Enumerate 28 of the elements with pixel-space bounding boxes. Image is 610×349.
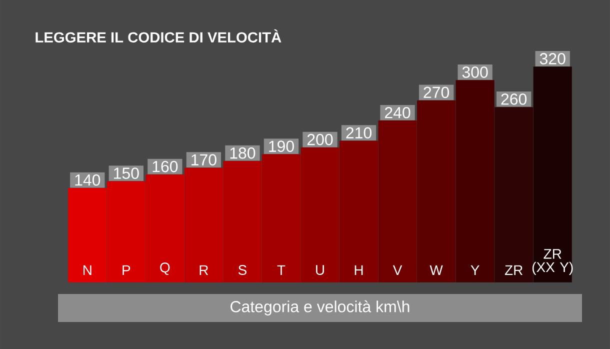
x-tick-label: H bbox=[354, 265, 363, 275]
chart-title: LEGGERE IL CODICE DI VELOCITÀ bbox=[36, 29, 282, 43]
x-tick-label: S bbox=[238, 265, 246, 275]
data-label: 200 bbox=[307, 134, 333, 146]
data-label: 270 bbox=[424, 86, 450, 98]
x-tick-label: W bbox=[430, 265, 443, 275]
data-label: 190 bbox=[269, 140, 294, 152]
data-label: 170 bbox=[192, 154, 216, 166]
data-label: 180 bbox=[230, 147, 256, 159]
x-tick-label: T bbox=[277, 265, 286, 275]
data-label: 260 bbox=[501, 93, 527, 105]
x-tick-label: Q bbox=[160, 262, 170, 275]
x-tick-label: V bbox=[392, 265, 402, 275]
x-tick-label: Y bbox=[470, 265, 480, 275]
data-label: 210 bbox=[346, 127, 372, 139]
x-tick-label: N bbox=[83, 265, 92, 275]
data-label: 140 bbox=[75, 174, 100, 186]
data-label: 150 bbox=[114, 168, 139, 179]
data-label: 240 bbox=[384, 106, 410, 118]
x-tick-label: ZR bbox=[504, 265, 523, 275]
data-label: 160 bbox=[152, 160, 178, 172]
x-tick-label: ZR (XX Y) bbox=[532, 249, 573, 275]
data-label: 320 bbox=[540, 53, 566, 64]
x-axis-title: Categoria e velocità km\h bbox=[230, 300, 410, 316]
data-label: 300 bbox=[462, 66, 488, 78]
x-tick-label: U bbox=[316, 265, 324, 275]
x-tick-label: R bbox=[200, 265, 208, 275]
x-tick-label: P bbox=[122, 265, 130, 275]
